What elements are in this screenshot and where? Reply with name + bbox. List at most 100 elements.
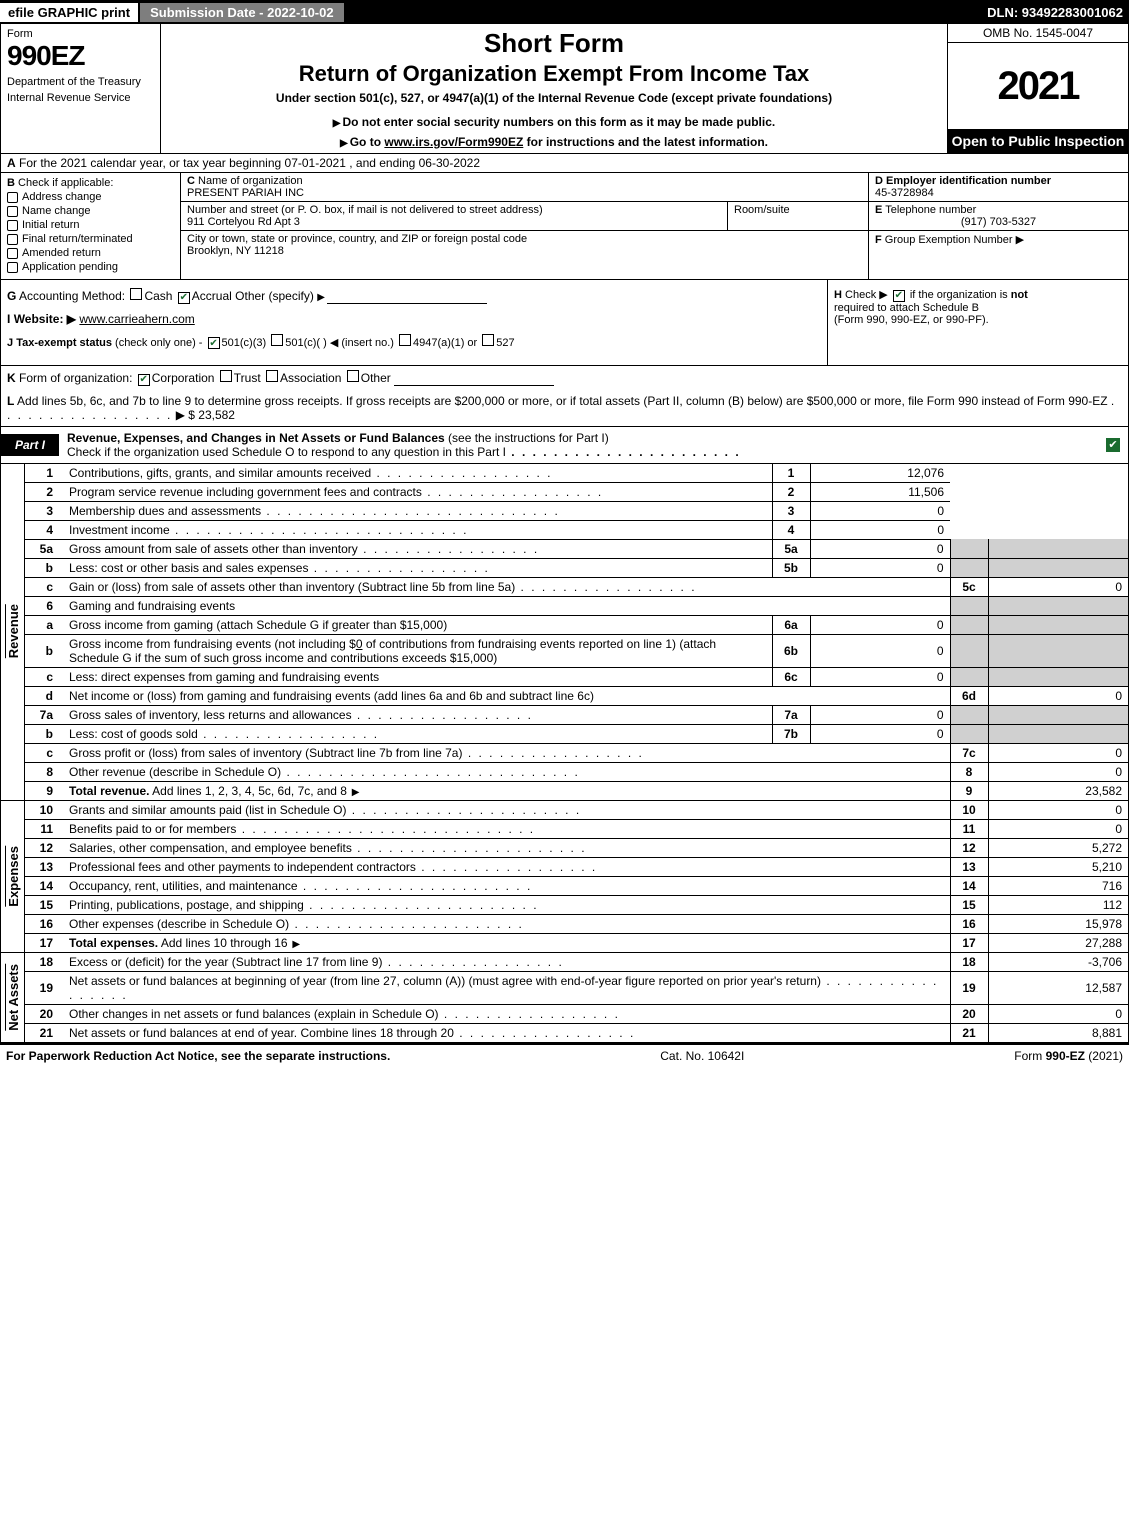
chk-schedule-b-not-required[interactable] — [893, 290, 905, 302]
top-bar: efile GRAPHIC print Submission Date - 20… — [0, 0, 1129, 24]
header-right-block: OMB No. 1545-0047 2021 Open to Public In… — [948, 24, 1128, 153]
section-L: L Add lines 5b, 6c, and 7b to line 9 to … — [0, 390, 1129, 427]
line-7b: bLess: cost of goods sold7b0 — [25, 724, 1128, 743]
chk-amended-return[interactable]: Amended return — [7, 247, 174, 259]
tax-exempt-label: Tax-exempt status — [16, 337, 112, 349]
revenue-vert-label: Revenue — [5, 604, 21, 658]
revenue-section: Revenue 1Contributions, gifts, grants, a… — [0, 464, 1129, 801]
chk-501c3[interactable] — [208, 337, 220, 349]
city-label: City or town, state or province, country… — [187, 233, 527, 245]
do-not-ssn: Do not enter social security numbers on … — [169, 115, 939, 129]
label-J: J — [7, 337, 13, 349]
other-org-input[interactable] — [394, 372, 554, 386]
part-1-tab: Part I — [1, 434, 59, 456]
label-G: G — [7, 289, 16, 303]
part-1-title: Revenue, Expenses, and Changes in Net As… — [67, 431, 445, 445]
section-L-text: Add lines 5b, 6c, and 7b to line 9 to de… — [17, 394, 1108, 408]
chk-501c[interactable] — [271, 334, 283, 346]
telephone-label: Telephone number — [885, 204, 976, 216]
street-label: Number and street (or P. O. box, if mail… — [187, 204, 543, 216]
street-value: 911 Cortelyou Rd Apt 3 — [187, 216, 300, 228]
chk-corporation[interactable] — [138, 374, 150, 386]
line-18: 18Excess or (deficit) for the year (Subt… — [25, 953, 1128, 972]
line-5c: cGain or (loss) from sale of assets othe… — [25, 577, 1128, 596]
chk-final-return[interactable]: Final return/terminated — [7, 233, 174, 245]
dln-number: DLN: 93492283001062 — [987, 5, 1129, 20]
telephone-value: (917) 703-5327 — [875, 216, 1122, 228]
line-6-header: 6Gaming and fundraising events — [25, 596, 1128, 615]
submission-date: Submission Date - 2022-10-02 — [140, 3, 344, 22]
chk-association[interactable] — [266, 370, 278, 382]
section-I: I Website: ▶ www.carrieahern.com — [7, 312, 821, 326]
line-3: 3Membership dues and assessments30 — [25, 501, 1128, 520]
line-5b: bLess: cost or other basis and sales exp… — [25, 558, 1128, 577]
chk-527[interactable] — [482, 334, 494, 346]
line-1: 1Contributions, gifts, grants, and simil… — [25, 464, 1128, 483]
footer-left: For Paperwork Reduction Act Notice, see … — [6, 1049, 390, 1063]
other-specify-input[interactable] — [327, 290, 487, 304]
other-specify: Other (specify) — [235, 289, 314, 303]
section-B: B Check if applicable: Address change Na… — [1, 173, 181, 279]
part-1-check-text: Check if the organization used Schedule … — [67, 445, 506, 459]
section-DEF: D Employer identification number 45-3728… — [868, 173, 1128, 279]
chk-address-change[interactable]: Address change — [7, 191, 174, 203]
label-F: F — [875, 234, 882, 246]
expenses-table: 10Grants and similar amounts paid (list … — [25, 801, 1128, 953]
line-11: 11Benefits paid to or for members110 — [25, 819, 1128, 838]
open-to-public: Open to Public Inspection — [948, 129, 1128, 153]
form-label: Form — [7, 28, 154, 40]
label-B: B — [7, 177, 15, 189]
gross-receipts-value: $ 23,582 — [188, 408, 235, 422]
line-2: 2Program service revenue including gover… — [25, 482, 1128, 501]
tax-year: 2021 — [948, 43, 1128, 129]
expenses-vert-label: Expenses — [5, 846, 21, 907]
accounting-method-label: Accounting Method: — [19, 289, 125, 303]
chk-name-change[interactable]: Name change — [7, 205, 174, 217]
room-suite-label: Room/suite — [734, 204, 790, 216]
net-assets-vert-label: Net Assets — [5, 964, 21, 1031]
section-H: H Check ▶ if the organization is not req… — [828, 280, 1128, 365]
line-9: 9Total revenue. Add lines 1, 2, 3, 4, 5c… — [25, 781, 1128, 800]
line-20: 20Other changes in net assets or fund ba… — [25, 1004, 1128, 1023]
org-name: PRESENT PARIAH INC — [187, 187, 304, 199]
section-J: J Tax-exempt status (check only one) - 5… — [7, 334, 821, 350]
chk-other-org[interactable] — [347, 370, 359, 382]
line-14: 14Occupancy, rent, utilities, and mainte… — [25, 876, 1128, 895]
section-G: G Accounting Method: Cash Accrual Other … — [7, 288, 821, 304]
website-label: Website: ▶ — [14, 312, 76, 326]
line-10: 10Grants and similar amounts paid (list … — [25, 801, 1128, 820]
line-6c: cLess: direct expenses from gaming and f… — [25, 667, 1128, 686]
block-GHIJ: G Accounting Method: Cash Accrual Other … — [0, 280, 1129, 366]
irs-link[interactable]: www.irs.gov/Form990EZ — [384, 135, 523, 149]
under-section: Under section 501(c), 527, or 4947(a)(1)… — [169, 91, 939, 105]
line-4: 4Investment income40 — [25, 520, 1128, 539]
city-value: Brooklyn, NY 11218 — [187, 245, 284, 257]
header-mid-block: Short Form Return of Organization Exempt… — [161, 24, 948, 153]
chk-trust[interactable] — [220, 370, 232, 382]
net-assets-table: 18Excess or (deficit) for the year (Subt… — [25, 953, 1128, 1043]
chk-accrual[interactable] — [178, 292, 190, 304]
line-6b: bGross income from fundraising events (n… — [25, 634, 1128, 667]
dept-irs: Internal Revenue Service — [7, 92, 154, 104]
website-value[interactable]: www.carrieahern.com — [79, 312, 194, 326]
label-C: C — [187, 175, 195, 187]
label-E: E — [875, 204, 882, 216]
part-1-schedule-o-check[interactable]: ✔ — [1106, 438, 1120, 452]
net-assets-section: Net Assets 18Excess or (deficit) for the… — [0, 953, 1129, 1043]
revenue-table: 1Contributions, gifts, grants, and simil… — [25, 464, 1128, 801]
line-6b-fill[interactable]: 0 — [356, 637, 363, 651]
chk-cash[interactable] — [130, 288, 142, 300]
section-K: K Form of organization: Corporation Trus… — [0, 366, 1129, 390]
chk-application-pending[interactable]: Application pending — [7, 261, 174, 273]
footer-mid: Cat. No. 10642I — [660, 1049, 744, 1063]
label-I: I — [7, 312, 10, 326]
label-D: D — [875, 175, 883, 187]
chk-4947[interactable] — [399, 334, 411, 346]
chk-initial-return[interactable]: Initial return — [7, 219, 174, 231]
label-K: K — [7, 371, 16, 385]
section-A: A For the 2021 calendar year, or tax yea… — [0, 154, 1129, 173]
efile-print-label[interactable]: efile GRAPHIC print — [0, 3, 138, 22]
line-6a: aGross income from gaming (attach Schedu… — [25, 615, 1128, 634]
line-15: 15Printing, publications, postage, and s… — [25, 895, 1128, 914]
short-form-title: Short Form — [169, 28, 939, 59]
